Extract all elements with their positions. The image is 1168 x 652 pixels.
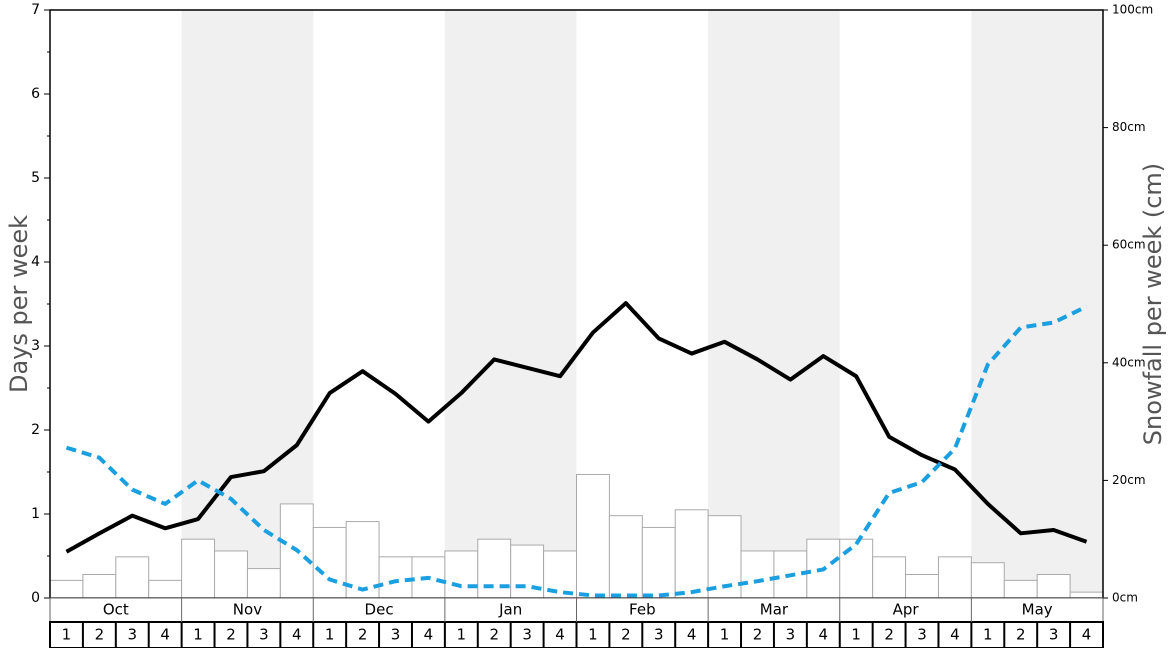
x-tick-label: 3 — [522, 626, 532, 644]
x-tick-label: 1 — [851, 626, 861, 644]
x-tick-label: 4 — [687, 626, 697, 644]
snowfall-bar — [148, 579, 183, 599]
y-tick-label: 6 — [31, 86, 40, 102]
snowfall-bar — [312, 526, 347, 599]
snowfall-bar — [82, 573, 117, 599]
snowfall-bar — [641, 526, 676, 599]
y-tick-label: 1 — [31, 506, 40, 522]
month-label: Nov — [233, 601, 262, 619]
y-tick-label: 2 — [31, 422, 40, 438]
month-label: Jan — [498, 601, 522, 619]
y2-tick-label: 20cm — [1112, 473, 1146, 487]
x-tick-label: 2 — [753, 626, 763, 644]
x-tick-label: 4 — [819, 626, 829, 644]
month-label: Feb — [629, 601, 656, 619]
x-tick-label: 1 — [193, 626, 203, 644]
x-tick-label: 4 — [1082, 626, 1092, 644]
x-tick-label: 2 — [621, 626, 631, 644]
x-tick-label: 2 — [358, 626, 368, 644]
snowfall-bar — [411, 556, 446, 599]
snowfall-bar — [839, 538, 874, 599]
x-tick-label: 1 — [983, 626, 993, 644]
x-tick-label: 1 — [588, 626, 598, 644]
x-tick-label: 2 — [489, 626, 499, 644]
snowfall-bar — [181, 538, 216, 599]
x-tick-label: 3 — [1049, 626, 1059, 644]
x-tick-label: 2 — [884, 626, 894, 644]
snowfall-bar — [674, 509, 709, 599]
y-tick-label: 7 — [31, 2, 40, 18]
x-tick-label: 4 — [292, 626, 302, 644]
snowfall-bar — [49, 579, 84, 599]
snowfall-bar — [477, 538, 512, 599]
month-band — [708, 10, 840, 598]
snowfall-bar — [608, 515, 643, 599]
y-tick-label: 5 — [31, 170, 40, 186]
y2-tick-label: 60cm — [1112, 238, 1146, 252]
x-tick-label: 4 — [160, 626, 170, 644]
x-tick-label: 3 — [259, 626, 269, 644]
snowfall-bar — [115, 556, 150, 599]
month-label: Dec — [365, 601, 394, 619]
snowfall-bar — [576, 474, 610, 599]
y-axis-label: Days per week — [5, 215, 33, 393]
x-tick-label: 3 — [391, 626, 401, 644]
x-tick-label: 4 — [424, 626, 434, 644]
y2-tick-label: 40cm — [1112, 355, 1146, 369]
month-label: May — [1022, 601, 1053, 619]
x-tick-label: 3 — [917, 626, 927, 644]
snowfall-bar — [970, 562, 1005, 599]
month-band — [444, 10, 577, 598]
y2-tick-label: 80cm — [1112, 120, 1146, 134]
snowfall-bar — [378, 556, 413, 599]
x-tick-label: 3 — [786, 626, 796, 644]
snowfall-bar — [937, 556, 972, 599]
y2-tick-label: 0cm — [1112, 591, 1138, 605]
month-band — [181, 10, 314, 598]
month-label: Apr — [893, 601, 920, 619]
x-tick-label: 3 — [654, 626, 664, 644]
y2-axis-label: Snowfall per week (cm) — [1139, 163, 1167, 445]
x-tick-label: 2 — [95, 626, 105, 644]
snowfall-bar — [246, 568, 281, 599]
snowfall-bar — [905, 573, 939, 599]
dashed-line — [65, 304, 1088, 598]
solid-line — [65, 301, 1088, 554]
month-shading — [181, 10, 1103, 598]
x-tick-label: 3 — [127, 626, 137, 644]
x-tick-label: 4 — [950, 626, 960, 644]
month-label: Mar — [760, 601, 789, 619]
y-tick-label: 0 — [31, 590, 40, 606]
snowfall-bar — [444, 550, 479, 599]
snowfall-bar — [214, 550, 248, 599]
snowfall-bar — [1069, 591, 1104, 599]
month-band — [971, 10, 1103, 598]
snowfall-bar — [1003, 579, 1038, 599]
x-tick-label: 1 — [457, 626, 467, 644]
x-tick-label: 2 — [1016, 626, 1026, 644]
snowfall-bar — [872, 556, 907, 599]
month-label: Oct — [103, 601, 129, 619]
x-tick-label: 4 — [555, 626, 565, 644]
snowfall-bar — [1036, 573, 1071, 599]
x-tick-label: 1 — [325, 626, 335, 644]
x-tick-label: 1 — [62, 626, 72, 644]
y-tick-label: 3 — [31, 338, 40, 354]
x-tick-label: 1 — [720, 626, 730, 644]
x-tick-label: 2 — [226, 626, 236, 644]
y2-tick-label: 100cm — [1112, 3, 1153, 17]
snowfall-bar — [740, 550, 775, 599]
y-tick-label: 4 — [31, 254, 40, 270]
